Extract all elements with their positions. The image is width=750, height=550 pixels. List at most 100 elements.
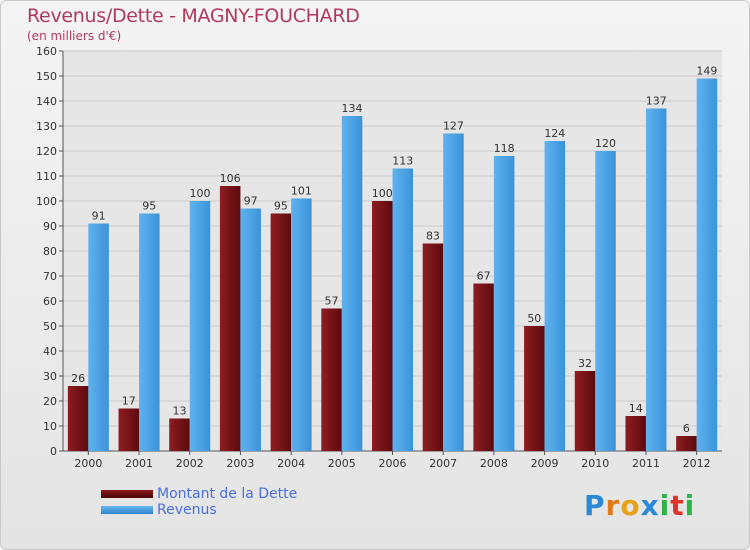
- bar-revenus: [291, 198, 312, 451]
- data-label-dette: 100: [372, 187, 393, 200]
- x-tick-label: 2012: [683, 457, 711, 470]
- bar-dette: [676, 436, 697, 451]
- data-label-revenus: 113: [392, 155, 413, 168]
- y-tick-label: 90: [43, 220, 57, 233]
- y-tick-label: 40: [43, 345, 57, 358]
- x-tick-label: 2008: [480, 457, 508, 470]
- y-tick-label: 50: [43, 320, 57, 333]
- bar-dette: [372, 201, 393, 451]
- data-label-dette: 17: [122, 395, 136, 408]
- bar-dette: [270, 213, 292, 451]
- x-tick-label: 2011: [632, 457, 660, 470]
- x-tick-label: 2001: [125, 457, 153, 470]
- logo-letter: o: [620, 489, 641, 522]
- chart-subtitle: (en milliers d'€): [27, 29, 122, 43]
- y-tick-label: 130: [36, 120, 57, 133]
- bar-dette: [219, 186, 241, 451]
- y-tick-label: 30: [43, 370, 57, 383]
- data-label-dette: 14: [629, 402, 643, 415]
- legend-item-revenus: Revenus: [101, 502, 297, 518]
- x-tick-label: 2010: [581, 457, 609, 470]
- x-tick-label: 2007: [429, 457, 457, 470]
- data-label-dette: 6: [683, 422, 690, 435]
- logo-letter: i: [684, 489, 696, 522]
- bar-revenus: [392, 168, 413, 451]
- y-tick-label: 10: [43, 420, 57, 433]
- y-tick-label: 0: [50, 445, 57, 458]
- x-tick-label: 2009: [531, 457, 559, 470]
- data-label-revenus: 95: [142, 200, 156, 213]
- proxiti-logo: Proxiti: [584, 489, 695, 522]
- data-label-dette: 83: [426, 230, 440, 243]
- data-label-dette: 106: [220, 172, 241, 185]
- y-tick-label: 110: [36, 170, 57, 183]
- y-tick-label: 80: [43, 245, 57, 258]
- y-tick-label: 140: [36, 95, 57, 108]
- bar-dette: [574, 371, 596, 451]
- bar-dette: [67, 386, 89, 451]
- data-label-dette: 26: [71, 372, 85, 385]
- data-label-revenus: 124: [544, 127, 565, 140]
- x-tick-label: 2000: [74, 457, 102, 470]
- data-label-revenus: 91: [92, 210, 106, 223]
- legend-swatch-dette: [101, 490, 153, 498]
- data-label-dette: 95: [274, 200, 288, 213]
- x-tick-label: 2002: [176, 457, 204, 470]
- bar-revenus: [443, 133, 464, 451]
- bar-dette: [321, 308, 342, 451]
- bar-dette: [473, 283, 494, 451]
- bar-revenus: [139, 213, 160, 451]
- bar-dette: [625, 416, 646, 451]
- logo-letter: t: [670, 489, 685, 522]
- bar-revenus: [341, 116, 363, 451]
- bar-revenus: [696, 78, 718, 451]
- bar-dette: [169, 418, 190, 451]
- legend: Montant de la Dette Revenus: [101, 486, 297, 518]
- bar-dette: [524, 326, 545, 451]
- legend-item-dette: Montant de la Dette: [101, 486, 297, 502]
- bar-revenus: [189, 201, 211, 451]
- chart-title: Revenus/Dette - MAGNY-FOUCHARD: [27, 5, 360, 27]
- data-label-revenus: 134: [342, 102, 363, 115]
- y-tick-label: 100: [36, 195, 57, 208]
- bar-revenus: [240, 208, 261, 451]
- data-label-revenus: 127: [443, 120, 464, 133]
- legend-label-dette: Montant de la Dette: [157, 486, 298, 502]
- bar-dette: [422, 243, 444, 451]
- bar-dette: [118, 408, 140, 451]
- y-tick-label: 160: [36, 45, 57, 58]
- data-label-revenus: 137: [646, 95, 667, 108]
- bar-revenus: [645, 108, 667, 451]
- bar-revenus: [88, 223, 109, 451]
- data-label-revenus: 100: [189, 187, 210, 200]
- data-label-dette: 32: [578, 357, 592, 370]
- legend-label-revenus: Revenus: [157, 502, 217, 518]
- data-label-revenus: 120: [595, 137, 616, 150]
- y-tick-label: 60: [43, 295, 57, 308]
- data-label-revenus: 101: [291, 185, 312, 198]
- data-label-revenus: 149: [696, 65, 717, 78]
- logo-letter: r: [605, 489, 621, 522]
- x-tick-label: 2003: [226, 457, 254, 470]
- x-tick-label: 2006: [379, 457, 407, 470]
- legend-swatch-revenus: [101, 506, 153, 514]
- data-label-dette: 50: [527, 312, 541, 325]
- data-label-dette: 13: [172, 405, 186, 418]
- data-label-dette: 57: [325, 295, 339, 308]
- y-tick-label: 150: [36, 70, 57, 83]
- x-tick-label: 2005: [328, 457, 356, 470]
- bar-revenus: [595, 151, 616, 451]
- data-label-dette: 67: [477, 270, 491, 283]
- y-tick-label: 20: [43, 395, 57, 408]
- x-tick-label: 2004: [277, 457, 305, 470]
- y-tick-label: 120: [36, 145, 57, 158]
- logo-letter: x: [640, 489, 660, 522]
- bar-revenus: [544, 141, 566, 451]
- bar-revenus: [493, 156, 515, 451]
- logo-letter: i: [659, 489, 671, 522]
- data-label-revenus: 118: [494, 142, 515, 155]
- data-label-revenus: 97: [244, 195, 258, 208]
- y-tick-label: 70: [43, 270, 57, 283]
